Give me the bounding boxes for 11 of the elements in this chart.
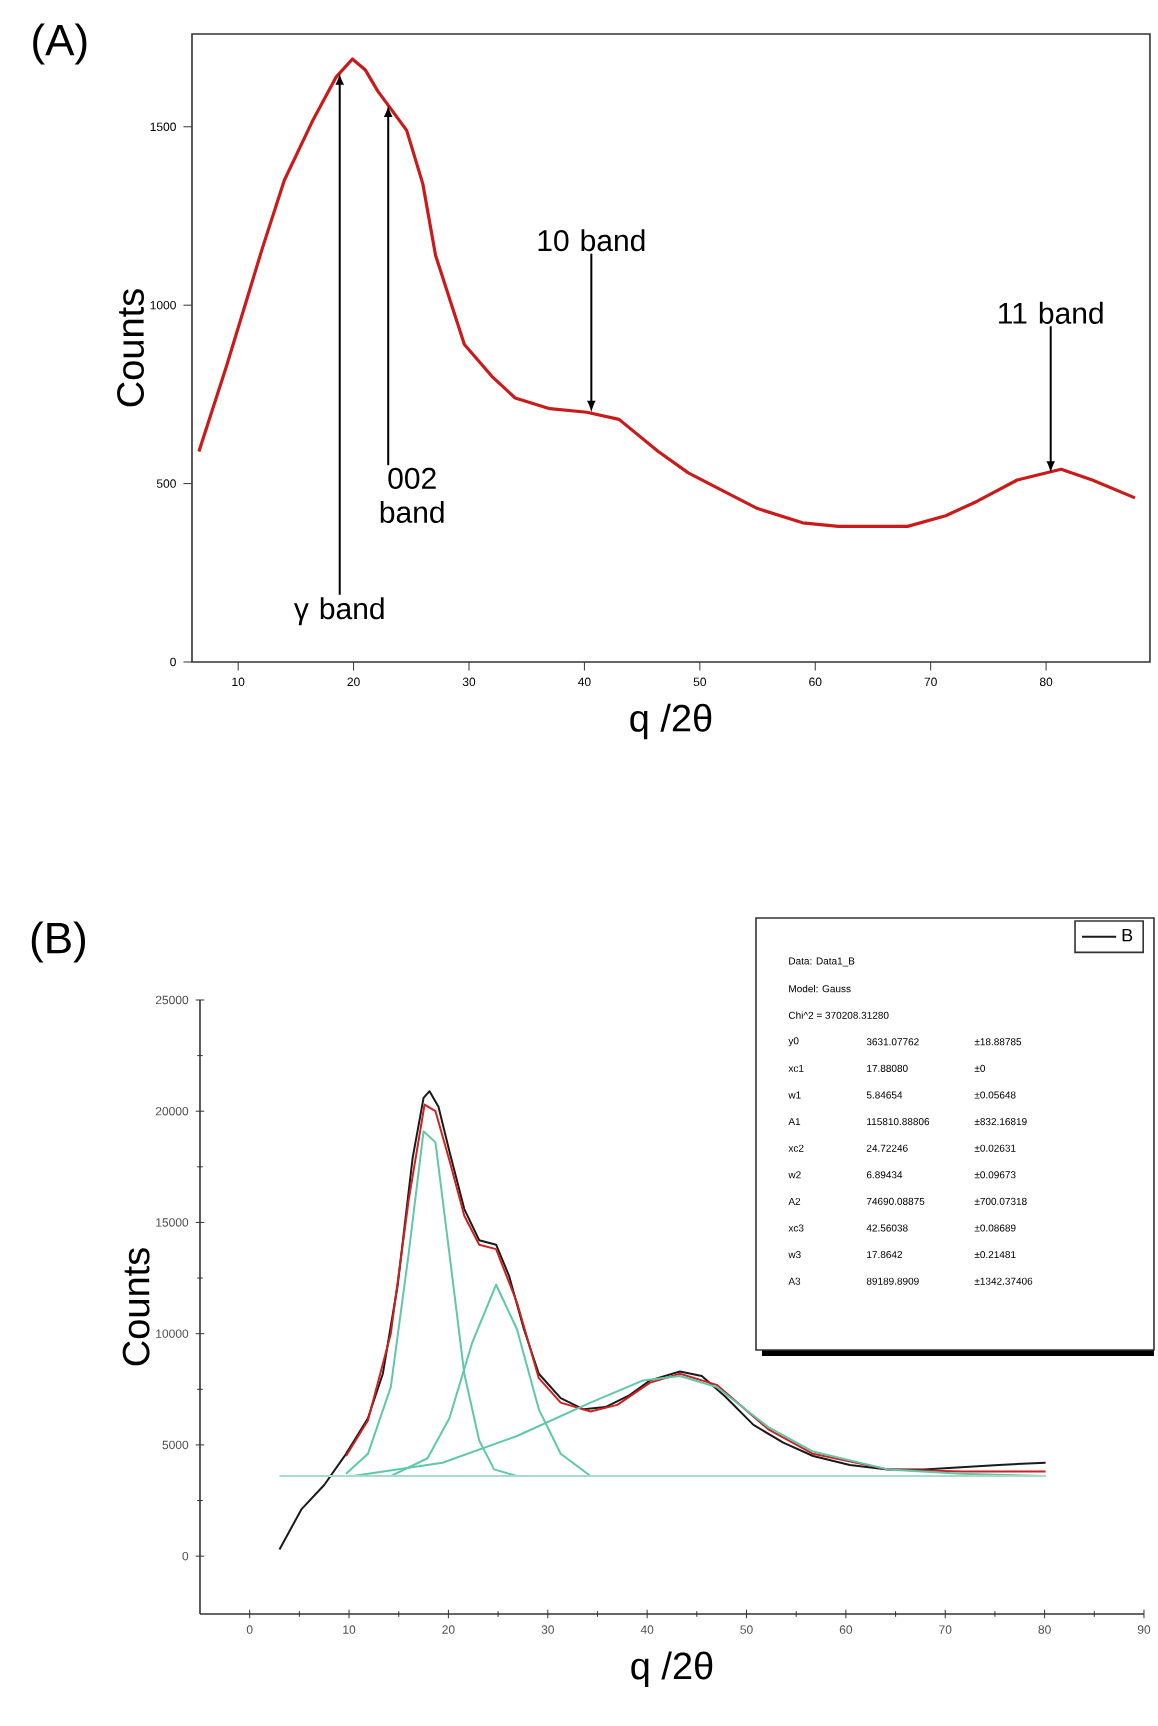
legend-label: B: [1122, 928, 1133, 942]
annotation: 002 band: [381, 467, 444, 523]
annotation: 10 band: [538, 229, 645, 252]
y-axis-title: Counts: [123, 1248, 150, 1366]
y-axis-title: Counts: [117, 289, 145, 407]
annotation: γ band: [294, 597, 384, 626]
x-axis-title: q /2θ: [630, 703, 712, 740]
chart-title: (A): [33, 23, 87, 65]
chart-title: (B): [32, 921, 86, 963]
x-axis-title: q /2θ: [631, 1651, 713, 1687]
annotation: 11 band: [999, 301, 1104, 324]
